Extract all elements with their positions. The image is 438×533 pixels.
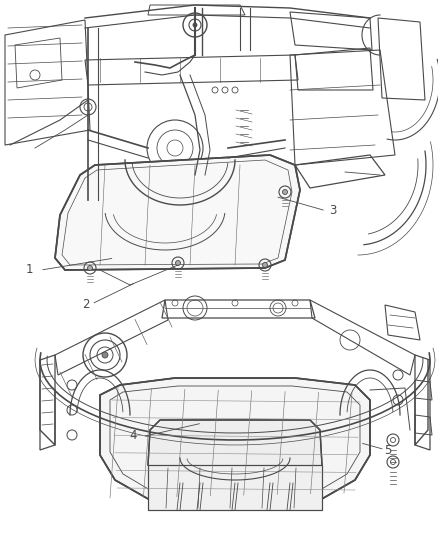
Text: 5: 5 — [384, 444, 391, 457]
Circle shape — [88, 265, 92, 271]
Polygon shape — [148, 420, 322, 483]
Text: 1: 1 — [26, 263, 34, 276]
Text: 3: 3 — [329, 204, 336, 216]
Polygon shape — [100, 378, 370, 510]
Polygon shape — [148, 465, 322, 510]
Polygon shape — [55, 155, 300, 270]
Circle shape — [262, 262, 268, 268]
Text: 2: 2 — [81, 298, 89, 311]
Circle shape — [102, 352, 108, 358]
Circle shape — [283, 190, 287, 195]
Text: 4: 4 — [130, 430, 138, 442]
Circle shape — [176, 261, 180, 265]
Circle shape — [193, 23, 197, 27]
